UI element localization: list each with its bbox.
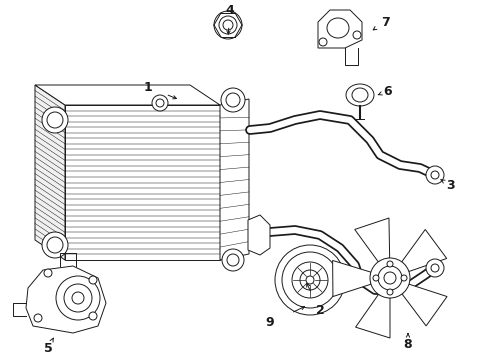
- Text: 9: 9: [266, 316, 274, 329]
- Circle shape: [426, 166, 444, 184]
- Circle shape: [34, 314, 42, 322]
- Polygon shape: [355, 218, 390, 262]
- Polygon shape: [248, 215, 270, 255]
- Ellipse shape: [346, 84, 374, 106]
- Text: 2: 2: [316, 303, 324, 316]
- Polygon shape: [333, 260, 371, 297]
- Text: 4: 4: [225, 4, 234, 17]
- Polygon shape: [356, 294, 390, 338]
- Circle shape: [226, 93, 240, 107]
- Polygon shape: [220, 99, 249, 260]
- Circle shape: [223, 20, 233, 30]
- Polygon shape: [35, 85, 65, 260]
- Circle shape: [89, 276, 97, 284]
- Circle shape: [221, 88, 245, 112]
- Circle shape: [47, 112, 63, 128]
- Circle shape: [431, 171, 439, 179]
- Circle shape: [42, 107, 68, 133]
- Circle shape: [292, 262, 328, 298]
- Circle shape: [387, 289, 393, 295]
- Circle shape: [72, 292, 84, 304]
- Polygon shape: [35, 85, 220, 105]
- Polygon shape: [26, 266, 106, 333]
- Polygon shape: [402, 284, 447, 326]
- Ellipse shape: [352, 88, 368, 102]
- Circle shape: [156, 99, 164, 107]
- Circle shape: [222, 249, 244, 271]
- Text: 5: 5: [44, 342, 52, 355]
- Circle shape: [64, 284, 92, 312]
- Circle shape: [387, 261, 393, 267]
- Circle shape: [227, 254, 239, 266]
- Circle shape: [47, 237, 63, 253]
- Circle shape: [219, 16, 237, 34]
- Circle shape: [306, 276, 314, 284]
- Circle shape: [282, 252, 338, 308]
- Circle shape: [319, 38, 327, 46]
- Text: 6: 6: [384, 85, 392, 98]
- Circle shape: [89, 312, 97, 320]
- Circle shape: [353, 31, 361, 39]
- Circle shape: [214, 11, 242, 39]
- Circle shape: [275, 245, 345, 315]
- Text: 1: 1: [144, 81, 152, 94]
- Text: 3: 3: [446, 179, 454, 192]
- Text: 8: 8: [404, 338, 412, 351]
- Circle shape: [401, 275, 407, 281]
- Circle shape: [378, 266, 402, 290]
- Polygon shape: [402, 229, 447, 271]
- Circle shape: [373, 275, 379, 281]
- Polygon shape: [65, 105, 220, 260]
- Circle shape: [426, 259, 444, 277]
- Circle shape: [44, 269, 52, 277]
- Circle shape: [431, 264, 439, 272]
- Circle shape: [300, 270, 320, 290]
- Circle shape: [56, 276, 100, 320]
- Circle shape: [370, 258, 410, 298]
- Circle shape: [152, 95, 168, 111]
- Circle shape: [384, 272, 396, 284]
- Text: 7: 7: [381, 15, 390, 28]
- Circle shape: [42, 232, 68, 258]
- Polygon shape: [318, 10, 362, 48]
